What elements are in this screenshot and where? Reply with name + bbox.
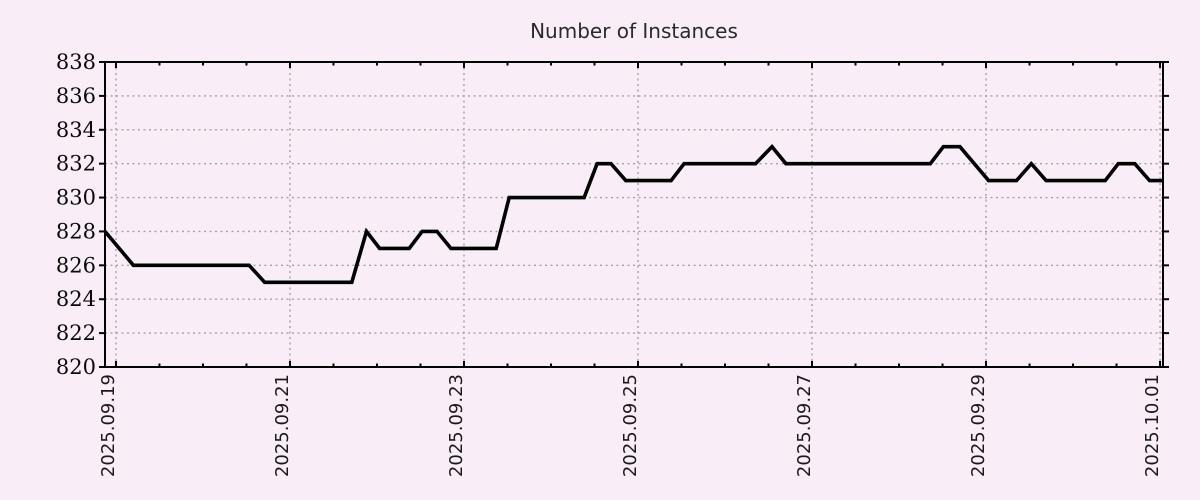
y-tick-label: 836 xyxy=(56,84,96,108)
y-axis-labels: 820 822 824 826 828 830 832 834 836 838 xyxy=(56,50,96,379)
x-tick-label: 2025.09.27 xyxy=(794,374,815,477)
x-tick-label: 2025.09.25 xyxy=(620,374,641,477)
y-tick-label: 824 xyxy=(56,287,96,311)
y-tick-label: 832 xyxy=(56,152,96,176)
y-tick-label: 830 xyxy=(56,186,96,210)
x-tick-label: 2025.09.23 xyxy=(446,374,467,477)
plot-border xyxy=(104,61,1164,368)
y-tick-label: 834 xyxy=(56,118,96,142)
series-line-instances xyxy=(105,143,1163,285)
x-tick-label: 2025.10.01 xyxy=(1142,374,1163,477)
x-tick-label: 2025.09.19 xyxy=(98,374,119,477)
y-tick-label: 822 xyxy=(56,321,96,345)
x-axis-labels: 2025.09.19 2025.09.21 2025.09.23 2025.09.25… xyxy=(98,374,1163,477)
chart-title: Number of Instances xyxy=(530,19,738,43)
y-tick-label: 828 xyxy=(56,219,96,243)
data-series xyxy=(105,143,1163,285)
y-tick-label: 838 xyxy=(56,50,96,74)
x-tick-label: 2025.09.29 xyxy=(968,374,989,477)
y-tick-label: 820 xyxy=(56,355,96,379)
y-tick-label: 826 xyxy=(56,253,96,277)
x-tick-label: 2025.09.21 xyxy=(272,374,293,477)
axis-ticks xyxy=(99,61,1169,368)
grid-lines xyxy=(105,62,1163,367)
